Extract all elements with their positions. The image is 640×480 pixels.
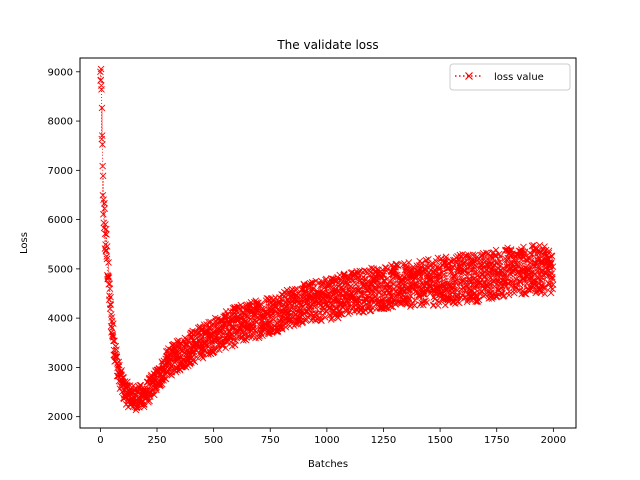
legend-x-icon <box>465 72 473 80</box>
x-tick-label: 1500 <box>427 435 452 446</box>
x-tick-label: 250 <box>147 435 166 446</box>
legend: loss value <box>449 63 571 91</box>
series-layer <box>97 65 557 414</box>
y-tick-label: 3000 <box>48 363 73 374</box>
y-axis-ticks: 2000 3000 4000 5000 6000 7000 8000 9000 <box>48 67 80 423</box>
y-tick-label: 8000 <box>48 117 73 128</box>
y-tick-label: 4000 <box>48 314 73 325</box>
y-tick-label: 2000 <box>48 412 73 423</box>
x-tick-label: 1750 <box>484 435 509 446</box>
y-tick-label: 6000 <box>48 215 73 226</box>
plot-frame <box>79 57 577 429</box>
y-tick-label: 5000 <box>48 264 73 275</box>
y-axis-label: Loss <box>19 232 30 254</box>
y-tick-label: 9000 <box>48 67 73 78</box>
y-tick-label: 7000 <box>48 166 73 177</box>
legend-box <box>449 63 571 91</box>
x-tick-label: 0 <box>97 435 103 446</box>
series-markers-x-icon <box>97 65 557 414</box>
x-tick-label: 500 <box>204 435 223 446</box>
legend-label: loss value <box>494 72 544 83</box>
x-tick-label: 1000 <box>314 435 339 446</box>
x-axis-ticks: 0 250 500 750 1000 1250 1500 1750 2000 <box>97 428 566 446</box>
x-tick-label: 750 <box>261 435 280 446</box>
x-axis-label: Batches <box>308 459 348 470</box>
legend-marker-shape <box>465 72 473 80</box>
chart-title: The validate loss <box>276 38 378 52</box>
x-tick-label: 1250 <box>371 435 396 446</box>
x-tick-label: 2000 <box>541 435 566 446</box>
